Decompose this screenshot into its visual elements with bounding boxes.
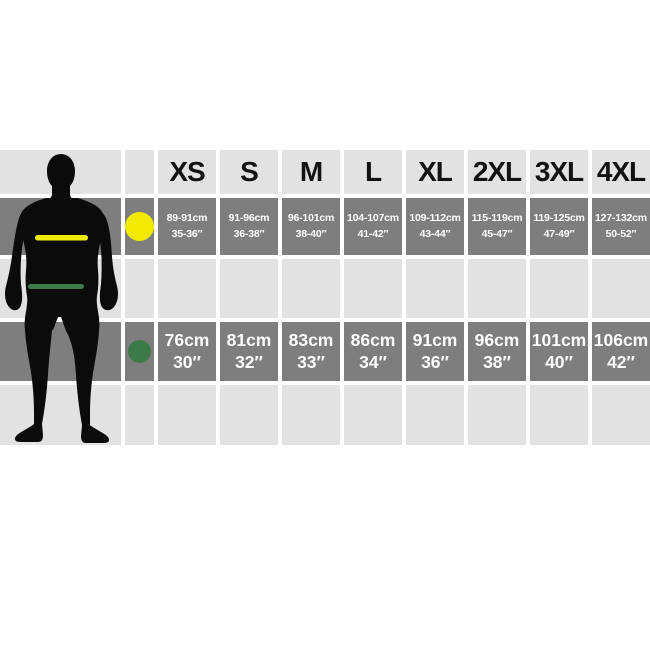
waist-cm: 91cm [412, 329, 458, 350]
size-table: XS S M L XL 2XL 3XL 4XL 89-91cm 35-36″ 9… [0, 150, 650, 445]
waist-cell-2xl: 96cm 38″ [468, 322, 526, 381]
waist-cm: 86cm [350, 329, 396, 350]
spacer-row [0, 385, 650, 445]
chest-cm: 89-91cm [166, 212, 208, 225]
chest-measure-line [35, 235, 88, 241]
waist-cm: 101cm [531, 329, 587, 350]
waist-inches: 32″ [235, 351, 263, 372]
waist-cm: 96cm [474, 329, 520, 350]
size-header-2xl: 2XL [468, 150, 526, 194]
chest-inches: 50-52″ [605, 227, 637, 240]
chest-marker-yellow-dot-icon [125, 212, 154, 241]
waist-cell-4xl: 106cm 42″ [592, 322, 650, 381]
waist-inches: 33″ [297, 351, 325, 372]
spacer-row [0, 259, 650, 318]
waist-marker-cell [125, 322, 154, 381]
chest-cm: 109-112cm [409, 212, 461, 225]
waist-marker-green-dot-icon [128, 340, 151, 363]
header-marker-cell [125, 150, 154, 194]
chest-cm: 127-132cm [595, 212, 647, 225]
waist-cm: 83cm [288, 329, 334, 350]
chest-cm: 96-101cm [287, 212, 335, 225]
waist-row: 76cm 30″ 81cm 32″ 83cm 33″ 86cm 34″ 91cm… [0, 322, 650, 381]
chest-cell-xl: 109-112cm 43-44″ [406, 198, 464, 255]
chest-marker-cell [125, 198, 154, 255]
chest-cm: 115-119cm [471, 212, 523, 225]
chest-inches: 36-38″ [233, 227, 265, 240]
waist-inches: 34″ [359, 351, 387, 372]
waist-cell-3xl: 101cm 40″ [530, 322, 588, 381]
silhouette-head [45, 154, 77, 202]
male-silhouette-icon [5, 154, 118, 443]
size-header-4xl: 4XL [592, 150, 650, 194]
chest-cell-l: 104-107cm 41-42″ [344, 198, 402, 255]
size-header-3xl: 3XL [530, 150, 588, 194]
chest-cm: 91-96cm [228, 212, 270, 225]
size-header-m: M [282, 150, 340, 194]
chest-cell-2xl: 115-119cm 45-47″ [468, 198, 526, 255]
waist-inches: 30″ [173, 351, 201, 372]
waist-cell-xs: 76cm 30″ [158, 322, 216, 381]
chest-cell-s: 91-96cm 36-38″ [220, 198, 278, 255]
waist-cm: 106cm [593, 329, 649, 350]
chest-cell-4xl: 127-132cm 50-52″ [592, 198, 650, 255]
chest-inches: 45-47″ [481, 227, 513, 240]
waist-cell-l: 86cm 34″ [344, 322, 402, 381]
waist-cell-m: 83cm 33″ [282, 322, 340, 381]
silhouette-left-leg [14, 330, 53, 442]
size-header-xl: XL [406, 150, 464, 194]
waist-measure-line [28, 284, 84, 289]
size-header-xs: XS [158, 150, 216, 194]
silhouette-left-arm [5, 200, 40, 311]
waist-figure-cell [0, 322, 121, 381]
chest-inches: 38-40″ [295, 227, 327, 240]
waist-cm: 76cm [164, 329, 210, 350]
waist-cm: 81cm [226, 329, 272, 350]
chest-inches: 41-42″ [357, 227, 389, 240]
waist-inches: 36″ [421, 351, 449, 372]
chest-inches: 47-49″ [543, 227, 575, 240]
waist-inches: 42″ [607, 351, 635, 372]
chest-cm: 104-107cm [347, 212, 399, 225]
chest-cell-xs: 89-91cm 35-36″ [158, 198, 216, 255]
waist-inches: 38″ [483, 351, 511, 372]
silhouette-right-arm [80, 200, 118, 311]
chest-inches: 35-36″ [171, 227, 203, 240]
silhouette-torso [19, 198, 105, 331]
size-header-l: L [344, 150, 402, 194]
waist-cell-s: 81cm 32″ [220, 322, 278, 381]
size-header-s: S [220, 150, 278, 194]
chest-inches: 43-44″ [419, 227, 451, 240]
chest-cm: 119-125cm [533, 212, 585, 225]
waist-inches: 40″ [545, 351, 573, 372]
silhouette-right-leg [66, 331, 110, 443]
chest-cell-m: 96-101cm 38-40″ [282, 198, 340, 255]
waist-cell-xl: 91cm 36″ [406, 322, 464, 381]
chest-cell-3xl: 119-125cm 47-49″ [530, 198, 588, 255]
size-header-row: XS S M L XL 2XL 3XL 4XL [0, 150, 650, 194]
